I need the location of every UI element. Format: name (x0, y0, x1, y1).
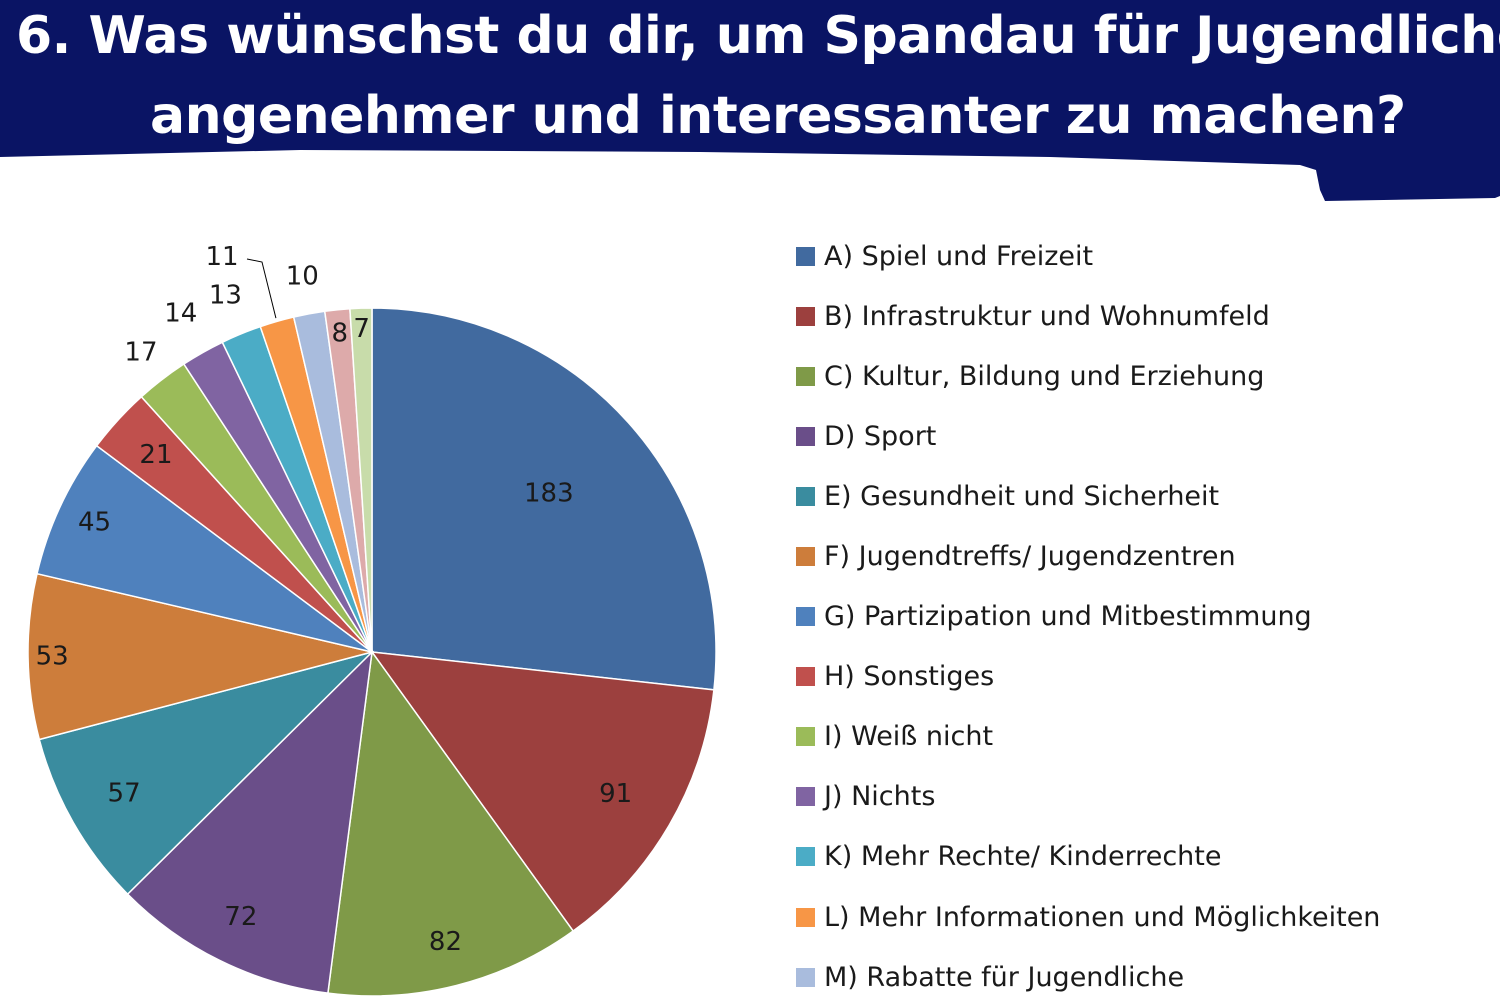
legend-item: M) Rabatte für Jugendliche (796, 947, 1380, 1007)
legend-swatch (796, 246, 815, 266)
legend-swatch (796, 366, 815, 386)
data-label: 183 (524, 479, 574, 509)
legend-item: B) Infrastruktur und Wohnumfeld (796, 286, 1380, 346)
legend-swatch (796, 607, 815, 627)
leader-lines (246, 258, 277, 319)
legend-swatch (796, 426, 815, 446)
data-label: 14 (164, 299, 197, 329)
legend-swatch (796, 727, 815, 747)
pie-slice (371, 307, 717, 691)
page-title-line-2: angenehmer und interessanter zu machen? (150, 86, 1406, 146)
pie-slice (36, 444, 373, 653)
legend-item: I) Weiß nicht (796, 707, 1380, 767)
data-label: 53 (36, 641, 69, 671)
leader-line (246, 258, 277, 319)
legend-item: L) Mehr Informationen und Möglichkeiten (796, 887, 1380, 947)
pie-slice (27, 572, 373, 741)
legend-item: H) Sonstiges (796, 647, 1380, 707)
legend-label: G) Partizipation und Mitbestimmung (824, 601, 1312, 633)
data-label: 8 (331, 319, 348, 349)
data-label: 82 (429, 927, 462, 957)
legend-label: M) Rabatte für Jugendliche (824, 961, 1185, 993)
pie-slice (349, 307, 373, 653)
data-label: 57 (108, 779, 141, 809)
legend-label: F) Jugendtreffs/ Jugendzentren (824, 541, 1236, 573)
data-label: 17 (124, 337, 157, 367)
page-title-line-1: 6. Was wünschst du dir, um Spandau für J… (16, 6, 1500, 66)
legend-swatch (796, 547, 815, 567)
data-label: 11 (205, 242, 238, 272)
legend-item: E) Gesundheit und Sicherheit (796, 466, 1380, 526)
legend-item: A) Spiel und Freizeit (796, 226, 1380, 286)
pie-slice (370, 651, 715, 933)
pie-slice (126, 649, 374, 994)
legend-label: I) Weiß nicht (824, 721, 994, 753)
legend-swatch (796, 306, 815, 326)
legend-label: K) Mehr Rechte/ Kinderrechte (824, 841, 1222, 873)
data-label: 10 (286, 262, 319, 292)
legend-label: B) Infrastruktur und Wohnumfeld (824, 300, 1270, 332)
legend-swatch (796, 967, 815, 987)
data-label: 21 (139, 440, 172, 470)
legend-item: D) Sport (796, 406, 1380, 466)
title-banner: 6. Was wünschst du dir, um Spandau für J… (0, 0, 1500, 210)
legend-label: E) Gesundheit und Sicherheit (824, 480, 1220, 512)
legend-item: G) Partizipation und Mitbestimmung (796, 587, 1380, 647)
legend-label: C) Kultur, Bildung und Erziehung (824, 360, 1265, 392)
legend-item: K) Mehr Rechte/ Kinderrechte (796, 827, 1380, 887)
legend-item: F) Jugendtreffs/ Jugendzentren (796, 526, 1380, 586)
legend-label: L) Mehr Informationen und Möglichkeiten (824, 901, 1381, 933)
legend-swatch (796, 486, 815, 506)
legend-label: H) Sonstiges (824, 661, 995, 693)
legend-label: J) Nichts (824, 781, 936, 813)
legend-label: D) Sport (824, 420, 937, 452)
legend-swatch (796, 667, 815, 687)
pie-slice (327, 650, 575, 997)
data-label: 7 (353, 314, 370, 344)
pie-slices (27, 307, 717, 997)
legend-swatch (796, 847, 815, 867)
data-label: 91 (599, 779, 632, 809)
pie-slice (38, 650, 375, 896)
chart-legend: A) Spiel und Freizeit B) Infrastruktur un… (796, 226, 1380, 1007)
banner-shape (0, 0, 1500, 201)
legend-swatch (796, 907, 815, 927)
data-label: 13 (209, 281, 242, 311)
data-label: 45 (78, 508, 111, 538)
legend-item: C) Kultur, Bildung und Erziehung (796, 346, 1380, 406)
legend-item: J) Nichts (796, 767, 1380, 827)
legend-swatch (796, 787, 815, 807)
data-label: 72 (224, 902, 257, 932)
legend-label: A) Spiel und Freizeit (824, 240, 1094, 272)
